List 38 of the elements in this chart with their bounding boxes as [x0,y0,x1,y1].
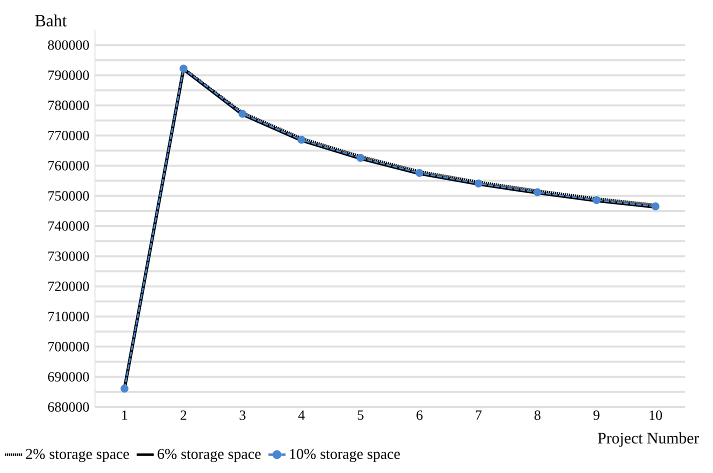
x-axis-title: Project Number [598,432,700,447]
x-tick-label: 7 [476,410,482,420]
x-tick-label: 10 [650,410,662,420]
x-tick-label: 3 [240,410,246,420]
x-tick-label: 1 [122,410,128,420]
x-tick-label: 2 [180,410,186,420]
point [238,110,247,118]
y-tick-label: 760000 [48,160,89,170]
legend-label: 6% storage space [158,448,261,462]
y-tick-label: 710000 [48,312,89,322]
point [534,188,542,196]
point [652,202,660,210]
legend-label: 2% storage space [26,448,129,462]
y-tick-label: 680000 [48,402,89,412]
point [592,196,600,204]
point [180,64,188,73]
x-tick-label: 8 [534,410,540,420]
y-tick-label: 800000 [48,40,89,50]
y-tick-label: 770000 [48,130,89,140]
point [120,384,129,393]
y-axis-title: Baht [35,14,67,26]
y-tick-label: 790000 [48,70,89,80]
y-tick-label: 700000 [48,342,89,352]
y-tick-label: 750000 [48,191,89,201]
x-tick-label: 6 [416,410,423,420]
x-tick-label: 9 [593,410,600,420]
legend-label: 10% storage space [290,448,400,462]
point [356,154,364,162]
y-tick-label: 780000 [48,100,89,110]
point [298,136,306,144]
x-tick-label: 5 [358,410,364,420]
point [416,168,424,177]
y-tick-label: 740000 [48,221,89,231]
y-tick-label: 730000 [48,251,89,261]
point [474,180,482,188]
y-tick-label: 720000 [48,282,89,292]
y-tick-label: 690000 [48,372,89,382]
x-tick-label: 4 [298,410,305,420]
